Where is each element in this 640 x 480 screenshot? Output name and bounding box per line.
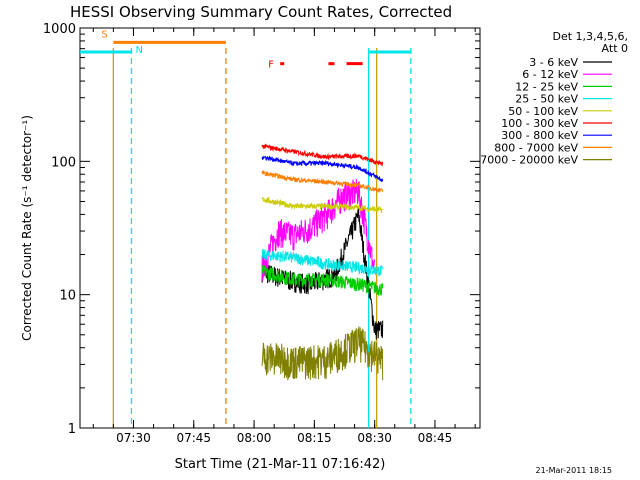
y-tick-label: 10: [59, 289, 76, 304]
y-tick-label: 100: [51, 155, 76, 170]
timestamp: 21-Mar-2011 18:15: [536, 466, 613, 475]
legend-entry-label: 300 - 800 keV: [501, 129, 578, 142]
legend-entry-label: 7000 - 20000 keV: [480, 154, 578, 167]
series-line: [261, 170, 384, 194]
series-line: [261, 196, 384, 214]
chart-title: HESSI Observing Summary Count Rates, Cor…: [70, 3, 452, 21]
x-tick-label: 07:45: [176, 431, 211, 445]
x-axis-label: Start Time (21-Mar-11 07:16:42): [175, 457, 386, 472]
legend-entry-label: 800 - 7000 keV: [494, 141, 578, 154]
y-tick-label: 1000: [43, 22, 76, 37]
y-tick-label: 1: [68, 422, 76, 437]
tick-layer: 07:30 07:45 08:00 08:15 08:30 08:45 1 10 100 1000: [43, 22, 480, 445]
y-axis-label: Corrected Count Rate (s⁻¹ detector⁻¹): [20, 115, 34, 341]
flag-bar-label: N: [135, 45, 142, 56]
series-line: [261, 249, 383, 277]
legend-title: Att 0: [602, 42, 628, 55]
series-line: [261, 143, 384, 167]
legend-entry-label: 12 - 25 keV: [515, 80, 578, 93]
legend-entry-label: 3 - 6 keV: [529, 56, 578, 69]
x-tick-label: 07:30: [116, 431, 151, 445]
legend-entry-label: 100 - 300 keV: [501, 117, 578, 130]
flag-bar-label: S: [101, 29, 107, 40]
flare-flag-label: F: [268, 60, 274, 71]
series-line: [261, 326, 384, 381]
series-line: [261, 178, 376, 282]
series-layer: [261, 143, 384, 381]
x-tick-label: 08:30: [357, 431, 392, 445]
legend-entry-label: 25 - 50 keV: [515, 93, 578, 106]
x-tick-label: 08:45: [418, 431, 453, 445]
legend-title: Det 1,3,4,5,6,: [552, 30, 628, 43]
plot-area: S N F 07:30 07:45 08:00 08:15 08:30 08:45 1 10 100…: [43, 22, 481, 445]
legend-entry-label: 6 - 12 keV: [522, 68, 578, 81]
x-tick-label: 08:15: [297, 431, 332, 445]
x-tick-label: 08:00: [237, 431, 272, 445]
legend-entry-label: 50 - 100 keV: [508, 105, 578, 118]
plot-frame: [79, 27, 481, 429]
series-line: [261, 155, 384, 182]
series-line: [261, 264, 384, 297]
